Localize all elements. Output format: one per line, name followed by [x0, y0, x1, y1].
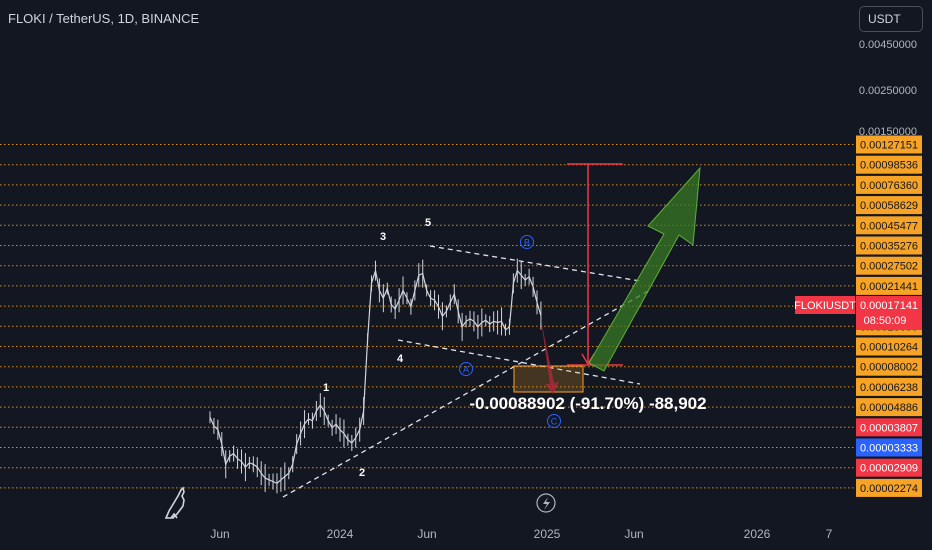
price-tag	[856, 377, 922, 396]
price-tag	[856, 357, 922, 376]
price-tick-label: 0.00450000	[859, 39, 917, 51]
wave-label: C	[551, 417, 558, 427]
price-axis: 0.00450000 0.00250000 0.00150000 0.00127151…	[794, 39, 922, 497]
price-tag-label: 0.00027502	[860, 261, 918, 273]
price-tag-label: 0.00035276	[860, 241, 918, 253]
price-tag	[856, 155, 922, 174]
price-tag-label: 0.00058629	[860, 200, 918, 212]
trendlines	[282, 245, 651, 498]
time-tick-label: Jun	[624, 527, 643, 541]
price-tag-label: 0.00002909	[860, 463, 918, 475]
time-tick-label: Jun	[417, 527, 436, 541]
price-tag	[856, 216, 922, 235]
wave-label: 1	[323, 382, 329, 394]
price-tag-label: 0.00008002	[860, 362, 918, 374]
price-tag-label: 0.00003333	[860, 443, 918, 455]
time-tick-label: 2024	[327, 527, 354, 541]
trendline-support	[282, 289, 651, 498]
symbol-tag	[795, 296, 855, 314]
measurement-label: -0.00088902 (-91.70%) -88,902	[469, 394, 706, 413]
wave-label: 2	[359, 467, 365, 479]
price-tag	[856, 135, 922, 154]
time-tick-label: 2026	[744, 527, 771, 541]
price-tag	[856, 175, 922, 194]
price-tag	[856, 196, 922, 215]
trendline-lower-channel	[397, 339, 641, 385]
symbol-tag-label: FLOKIUSDT	[794, 300, 856, 312]
price-tick-label: 0.00150000	[859, 126, 917, 138]
countdown-label: 08:50:09	[864, 315, 907, 327]
price-series	[209, 258, 542, 494]
wave-label-circle	[459, 362, 473, 376]
price-tag-label: 0.00006238	[860, 382, 918, 394]
currency-selector[interactable]: USDT	[859, 6, 923, 32]
time-tick-label: Jun	[210, 527, 229, 541]
wave-label: B	[524, 238, 530, 248]
lightning-icon	[536, 493, 556, 513]
price-tag	[856, 236, 922, 255]
price-tag	[856, 438, 922, 457]
tradingview-logo-icon[interactable]	[163, 486, 191, 520]
wave-label: 5	[425, 217, 431, 229]
wave-label: 4	[397, 353, 404, 365]
wave-label: A	[463, 365, 469, 375]
annotations: -0.00088902 (-91.70%) -88,902 1 2 3 4 5 A B C	[323, 163, 707, 513]
price-tag-label: 0.00098536	[860, 160, 918, 172]
wave-label-circle	[547, 414, 561, 428]
time-axis: Jun 2024 Jun 2025 Jun 2026 7	[210, 527, 832, 541]
price-tick-label: 0.00250000	[859, 85, 917, 97]
current-price-tag	[856, 296, 922, 330]
price-tag-label: 0.00076360	[860, 180, 918, 192]
price-tag-label: 0.00010264	[860, 342, 918, 354]
wave-label-circle	[520, 235, 534, 249]
price-tag-label: 0.00021441	[860, 281, 918, 293]
price-tag-label: 0.00002274	[860, 483, 918, 495]
current-price-value: 0.00017141	[860, 300, 918, 312]
price-tag	[856, 478, 922, 497]
price-tag	[856, 398, 922, 417]
price-tag	[856, 337, 922, 356]
price-tag	[856, 458, 922, 477]
price-tag-label: 0.00045477	[860, 220, 918, 232]
time-tick-label: 7	[826, 527, 833, 541]
down-arrow	[541, 320, 559, 394]
time-tick-label: 2025	[534, 527, 561, 541]
chart-title: FLOKI / TetherUS, 1D, BINANCE	[8, 11, 200, 26]
price-tag-label: 0.00003807	[860, 422, 918, 434]
lightning-icon-bolt	[543, 497, 550, 510]
price-tag	[856, 276, 922, 295]
horizontal-levels	[0, 144, 855, 489]
price-tag	[856, 256, 922, 275]
price-tag-label: 0.00127151	[860, 140, 918, 152]
wave-label: 3	[380, 231, 386, 243]
price-tag	[856, 418, 922, 437]
price-tag-label: 0.00004886	[860, 402, 918, 414]
bullish-arrow	[588, 166, 701, 372]
